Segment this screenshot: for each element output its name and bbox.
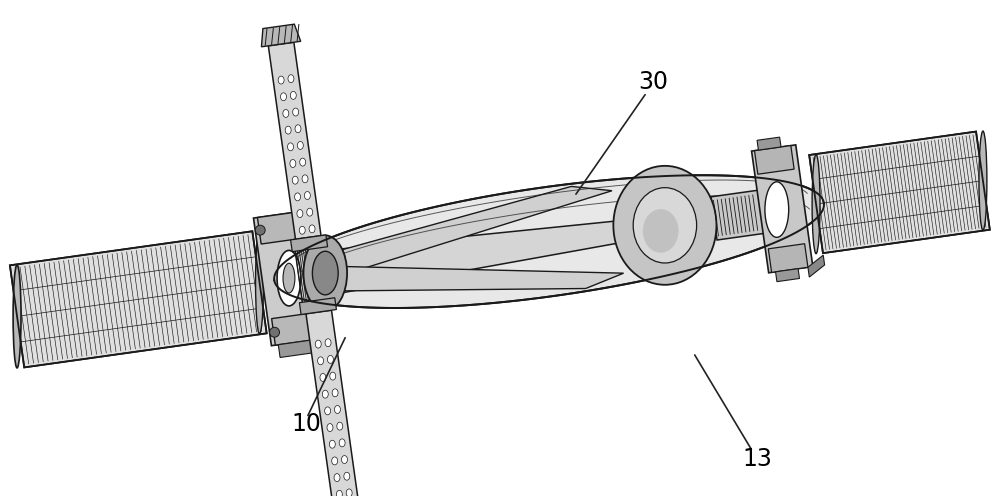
Ellipse shape: [765, 182, 789, 238]
Polygon shape: [274, 175, 824, 308]
Text: 10: 10: [292, 413, 322, 436]
Ellipse shape: [344, 472, 350, 480]
Polygon shape: [768, 244, 808, 272]
Polygon shape: [299, 298, 336, 315]
Ellipse shape: [339, 439, 345, 447]
Ellipse shape: [283, 109, 289, 117]
Ellipse shape: [307, 208, 313, 216]
Polygon shape: [10, 231, 267, 367]
Ellipse shape: [303, 236, 347, 311]
Polygon shape: [757, 137, 781, 150]
Polygon shape: [291, 235, 328, 251]
Ellipse shape: [315, 340, 321, 348]
Ellipse shape: [334, 406, 340, 414]
Ellipse shape: [13, 265, 21, 368]
Polygon shape: [337, 266, 624, 291]
Text: 13: 13: [743, 447, 773, 471]
Ellipse shape: [295, 193, 301, 201]
Polygon shape: [268, 42, 321, 239]
Polygon shape: [257, 212, 303, 244]
Ellipse shape: [613, 166, 716, 285]
Ellipse shape: [283, 263, 295, 293]
Polygon shape: [261, 24, 301, 47]
Ellipse shape: [295, 125, 301, 133]
Ellipse shape: [255, 225, 265, 235]
Polygon shape: [776, 269, 799, 282]
Ellipse shape: [293, 108, 299, 116]
Ellipse shape: [297, 210, 303, 218]
Ellipse shape: [312, 251, 338, 295]
Ellipse shape: [327, 355, 333, 363]
Ellipse shape: [334, 474, 340, 482]
Ellipse shape: [643, 209, 679, 253]
Ellipse shape: [278, 76, 284, 84]
Ellipse shape: [290, 91, 296, 99]
Ellipse shape: [270, 328, 279, 337]
Ellipse shape: [322, 390, 328, 398]
Polygon shape: [808, 255, 825, 277]
Ellipse shape: [288, 143, 293, 151]
Polygon shape: [253, 211, 324, 346]
Ellipse shape: [325, 339, 331, 347]
Ellipse shape: [332, 389, 338, 397]
Ellipse shape: [281, 93, 286, 101]
Ellipse shape: [330, 372, 336, 380]
Ellipse shape: [320, 374, 326, 382]
Ellipse shape: [300, 158, 306, 166]
Ellipse shape: [285, 126, 291, 134]
Polygon shape: [306, 310, 359, 497]
Ellipse shape: [336, 491, 342, 497]
Ellipse shape: [633, 188, 697, 263]
Ellipse shape: [329, 440, 335, 448]
Polygon shape: [809, 132, 990, 253]
Ellipse shape: [979, 131, 987, 230]
Ellipse shape: [288, 75, 294, 83]
Polygon shape: [755, 146, 794, 174]
Ellipse shape: [304, 191, 310, 199]
Text: 30: 30: [639, 71, 669, 94]
Ellipse shape: [309, 225, 315, 233]
Ellipse shape: [302, 175, 308, 183]
Polygon shape: [272, 313, 318, 345]
Polygon shape: [752, 145, 813, 273]
Ellipse shape: [337, 422, 343, 430]
Polygon shape: [278, 340, 312, 357]
Polygon shape: [335, 186, 612, 276]
Ellipse shape: [332, 457, 338, 465]
Ellipse shape: [256, 231, 263, 334]
Polygon shape: [338, 218, 649, 292]
Ellipse shape: [336, 249, 346, 293]
Ellipse shape: [292, 176, 298, 184]
Ellipse shape: [327, 423, 333, 431]
Polygon shape: [711, 189, 770, 240]
Ellipse shape: [290, 160, 296, 167]
Ellipse shape: [346, 489, 352, 497]
Ellipse shape: [318, 357, 324, 365]
Ellipse shape: [812, 155, 820, 253]
Ellipse shape: [277, 250, 301, 306]
Ellipse shape: [325, 407, 331, 415]
Ellipse shape: [299, 226, 305, 234]
Ellipse shape: [342, 456, 347, 464]
Ellipse shape: [297, 142, 303, 150]
